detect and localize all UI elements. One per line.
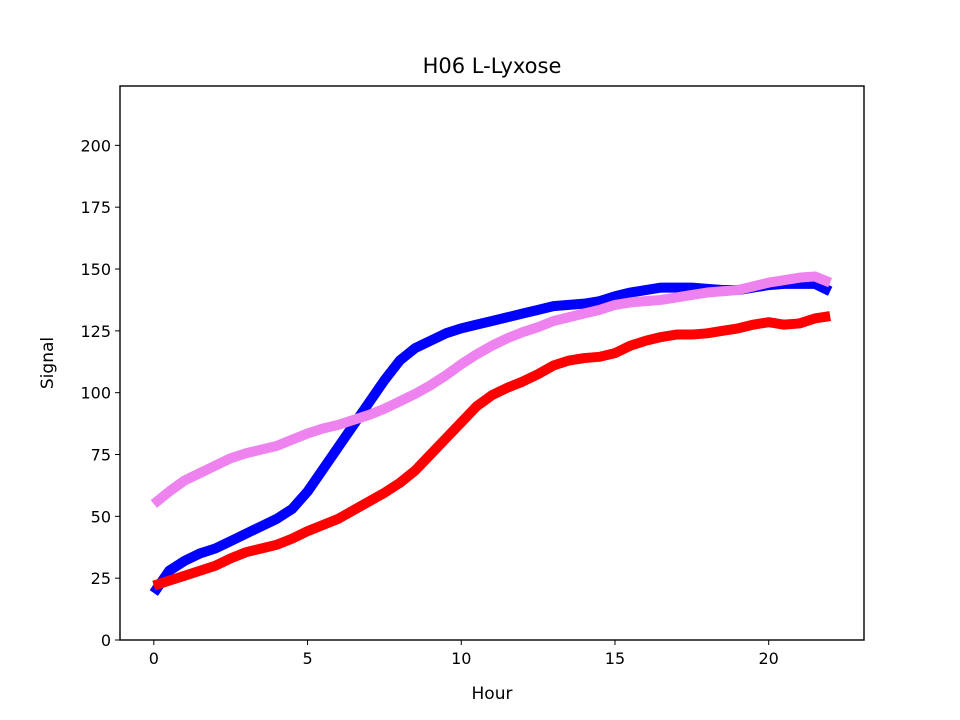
y-tick-label: 150 — [80, 260, 111, 279]
x-tick-label: 15 — [605, 649, 625, 668]
y-tick-label: 50 — [91, 507, 111, 526]
x-tick-label: 10 — [451, 649, 471, 668]
y-tick-label: 100 — [80, 384, 111, 403]
y-tick-label: 200 — [80, 136, 111, 155]
y-tick-label: 75 — [91, 446, 111, 465]
y-axis: 0 25 50 75 100 125 150 175 200 — [80, 136, 120, 650]
series-line-3 — [150, 271, 833, 508]
x-axis-label: Hour — [472, 684, 513, 704]
series-layer — [149, 271, 833, 596]
x-tick-label: 0 — [149, 649, 159, 668]
y-tick-label: 175 — [80, 198, 111, 217]
y-tick-label: 25 — [91, 569, 111, 588]
y-tick-label: 0 — [101, 631, 111, 650]
x-tick-label: 20 — [759, 649, 779, 668]
y-axis-label: Signal — [38, 337, 58, 389]
x-axis: 0 5 10 15 20 — [149, 640, 779, 668]
y-tick-label: 125 — [80, 322, 111, 341]
x-tick-label: 5 — [302, 649, 312, 668]
plot-frame — [119, 85, 865, 641]
series-line-2 — [152, 311, 831, 591]
chart-title: H06 L-Lyxose — [423, 54, 562, 78]
